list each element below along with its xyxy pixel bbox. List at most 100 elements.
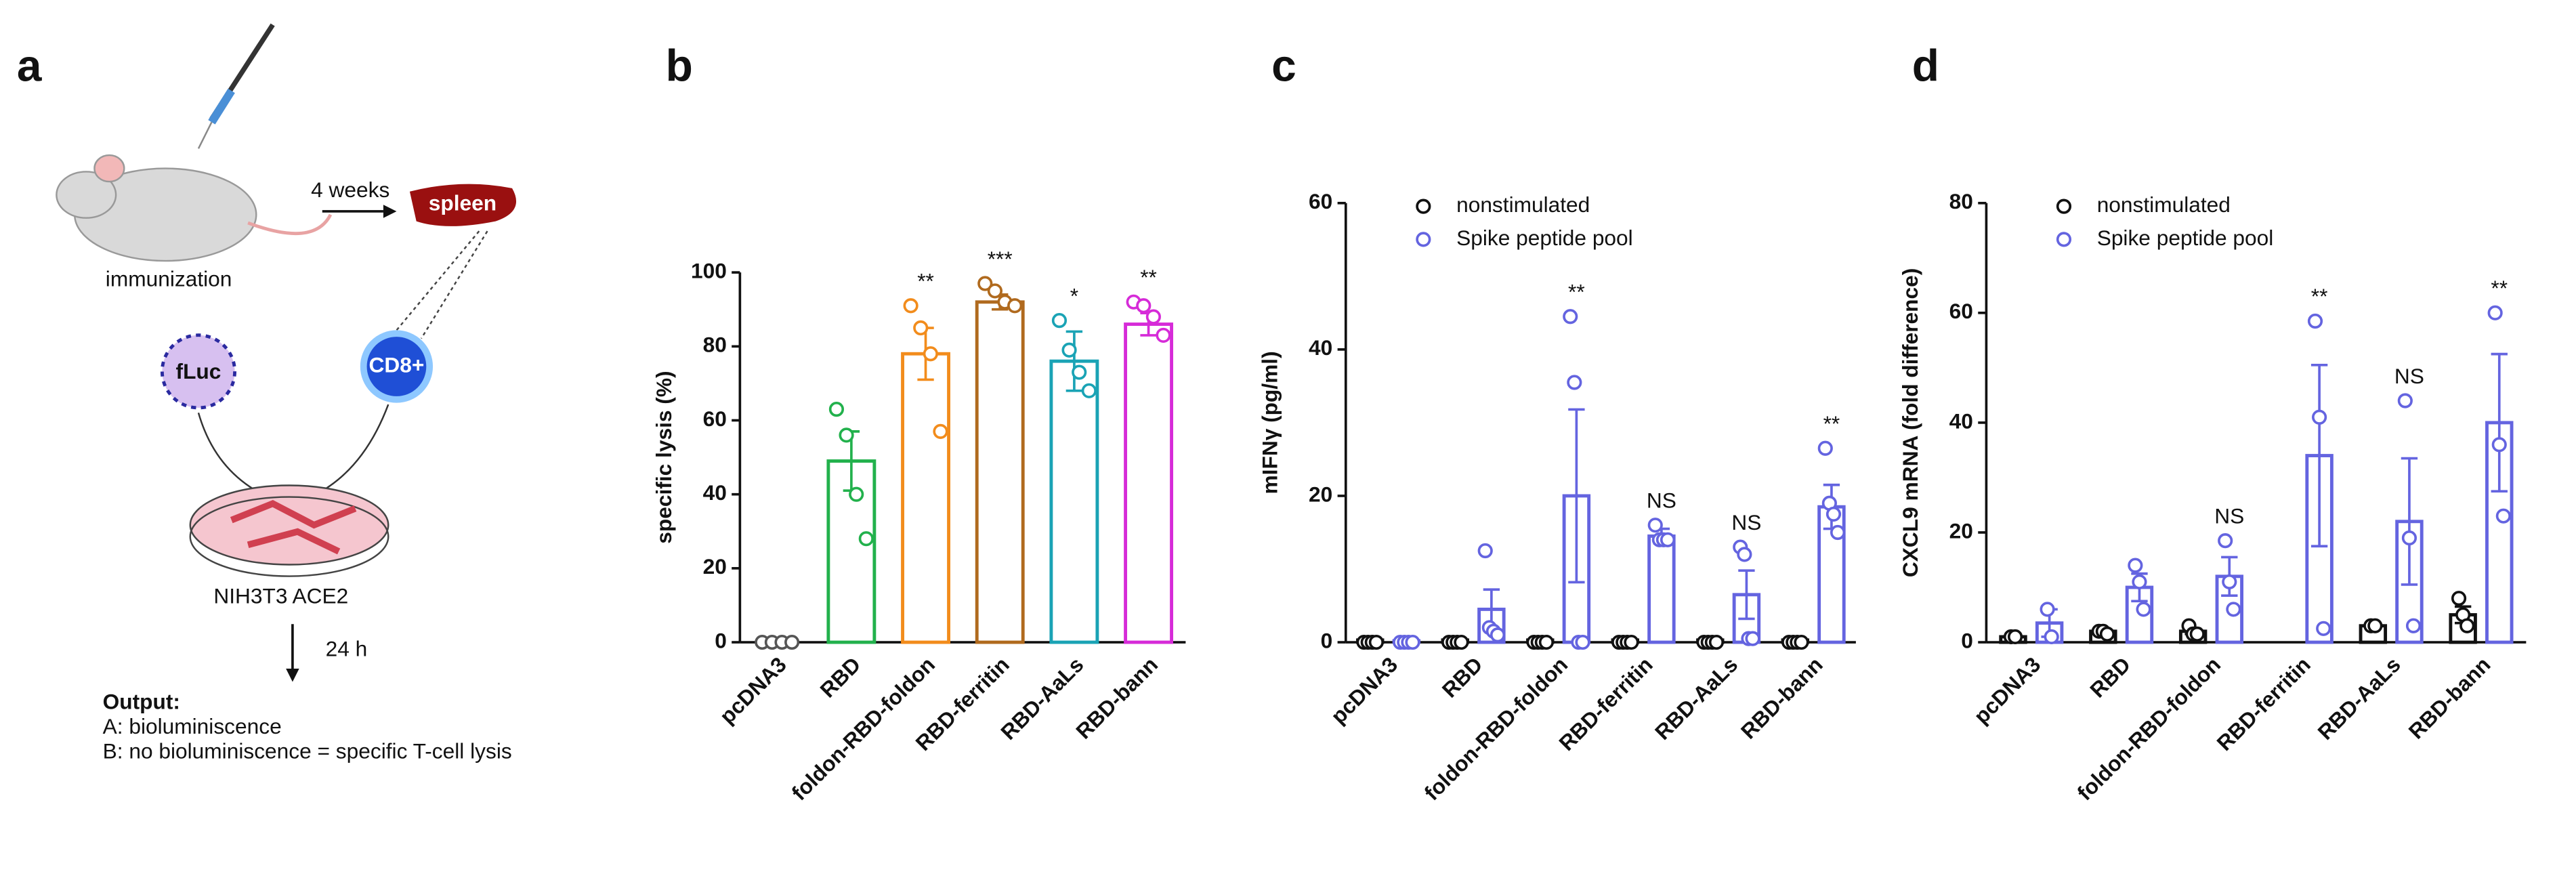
x-tick-label: pcDNA3 [715,652,791,729]
syringe-fluid [208,88,235,125]
x-tick-label: RBD-bann [1736,652,1828,744]
data-point [1708,634,1725,650]
data-point [2044,629,2059,645]
x-tick-label: RBD-AaLs [1650,652,1742,745]
data-point [1538,634,1555,650]
diagram: a immunization 4 weeks spleen fLuc CD8+ … [17,23,517,763]
data-point [2132,574,2147,590]
data-point [1624,634,1639,650]
virus [160,333,237,410]
data-point [2218,533,2233,549]
data-point [2226,602,2241,617]
data-point [903,298,919,314]
y-tick-label: 60 [1309,189,1332,213]
panel-letter: d [1912,41,1939,91]
dashed-line [420,230,488,339]
annotation: ** [1140,265,1157,289]
data-point [1825,506,1842,522]
cell-line-label: NIH3T3 ACE2 [213,584,348,608]
data-point [2397,393,2413,408]
annotation: ** [917,269,934,293]
annotation: ** [1568,279,1585,303]
data-point [1745,631,1760,646]
mouse-head [56,171,117,219]
data-point [933,423,948,439]
data-point [1477,543,1493,559]
data-point [913,320,929,336]
data-point [1817,440,1833,456]
chart: c 0 20 40 60 mIFNγ (pg/ml) pcDNA3 RBDfoldon-RBD… [1258,41,1856,805]
legend-label: Spike peptide pool [1456,226,1633,250]
y-tick-label: 0 [1961,628,1973,652]
panel-letter: a [17,41,43,91]
data-point [2487,305,2503,320]
data-point [1490,627,1506,643]
data-point [2405,618,2422,633]
output-a: A: bioluminiscence [103,714,282,738]
y-tick-label: 60 [703,406,727,431]
chart: d 0 20 40 60 80 CXCL9 mRNA (fold difference) pc… [1898,41,2527,805]
annotation: NS [1647,488,1676,512]
panel-letter: b [666,41,693,91]
data-point [1454,634,1469,650]
bar [1647,534,1676,644]
panel-letter: c [1271,41,1296,91]
annotation: NS [2214,503,2244,528]
x-tick-label: RBD [2085,652,2135,703]
x-tick-label: foldon-RBD-foldon [786,652,939,805]
x-tick-label: RBD-AaLs [2313,652,2405,745]
dish [189,484,389,566]
y-tick-label: 80 [703,333,727,357]
bar [901,352,950,644]
data-point [2189,626,2205,642]
chart: b 0 20 40 60 80 100 specific lysis (%) pcDNA3 RBD… [652,41,1186,805]
data-point [1567,375,1582,390]
step-label: immunization [106,267,232,291]
annotation: ** [2491,276,2508,300]
data-point [2040,602,2055,617]
data-point [1007,298,1023,314]
legend-label: nonstimulated [1456,192,1590,217]
legend-marker [2056,198,2072,214]
data-point [784,634,800,650]
data-point [2367,618,2383,633]
data-point [1794,634,1809,650]
organ-label: spleen [429,191,497,215]
data-point [2495,508,2511,524]
dashed-line [396,230,480,331]
annotation: * [1070,283,1078,308]
y-tick-label: 20 [703,554,727,579]
x-tick-label: foldon-RBD-foldon [1420,652,1573,805]
legend-label: nonstimulated [2097,192,2231,217]
x-tick-label: RBD [1437,652,1487,703]
y-tick-label: 40 [1949,408,1973,433]
x-tick-label: pcDNA3 [1969,652,2046,729]
data-point [923,346,938,362]
annotation: ** [1823,411,1840,436]
x-tick-label: RBD [816,652,866,703]
data-point [858,531,874,547]
data-point [2491,437,2507,453]
bar [1049,359,1099,644]
data-point [1737,547,1752,562]
needle [197,121,213,149]
legend-marker [1416,198,1431,214]
annotation: *** [988,247,1013,271]
data-point [987,283,1002,299]
data-point [2007,629,2023,645]
y-tick-label: 20 [1309,482,1332,506]
data-point [1660,532,1676,547]
y-tick-label: 0 [1321,628,1333,652]
y-tick-label: 80 [1949,189,1973,213]
y-tick-label: 100 [691,259,727,283]
data-point [2222,574,2237,590]
y-axis-label: specific lysis (%) [652,371,676,543]
data-point [2136,602,2151,617]
data-point [2451,591,2467,606]
data-point [1136,298,1152,314]
data-point [977,276,993,291]
mouse-ear [93,154,125,183]
output-title: Output: [103,690,180,714]
data-point [1575,634,1590,650]
